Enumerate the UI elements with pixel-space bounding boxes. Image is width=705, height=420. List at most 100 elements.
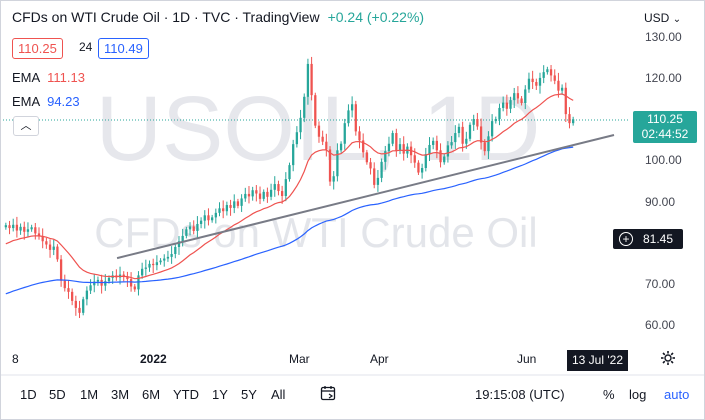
candle-body xyxy=(96,279,100,282)
candle-body xyxy=(524,89,527,104)
candle-body xyxy=(350,104,354,111)
candle-body xyxy=(520,98,523,104)
candle-body xyxy=(516,93,520,99)
candle-body xyxy=(288,165,291,180)
log-scale-button[interactable]: log xyxy=(629,387,647,402)
candle-body xyxy=(207,215,210,221)
candle-body xyxy=(494,119,497,122)
settings-gear-icon[interactable] xyxy=(660,350,676,371)
candle-body xyxy=(332,176,335,182)
chevron-up-icon: ︿ xyxy=(20,120,32,132)
last-price-value: 110.25 xyxy=(647,112,683,126)
trendline[interactable] xyxy=(116,134,615,260)
ema-slow-label: EMA xyxy=(12,94,40,109)
x-tick-label: Apr xyxy=(370,352,389,366)
candle-body xyxy=(314,95,317,126)
candle-body xyxy=(553,75,556,81)
currency-label: USD xyxy=(644,11,670,25)
candle-body xyxy=(37,233,41,237)
candle-body xyxy=(343,123,346,144)
candle-body xyxy=(181,235,184,242)
candle-body xyxy=(262,191,265,199)
range-3m-button[interactable]: 3M xyxy=(111,387,130,402)
auto-scale-button[interactable]: auto xyxy=(664,387,690,402)
ema-slow-legend[interactable]: EMA 94.23 xyxy=(12,94,80,109)
candle-body xyxy=(387,143,391,152)
level-label: + 81.45 xyxy=(613,229,683,249)
candle-body xyxy=(8,225,11,229)
range-all-button[interactable]: All xyxy=(271,387,286,402)
candle-body xyxy=(454,133,457,143)
candle-body xyxy=(299,117,302,133)
candle-body xyxy=(369,162,372,169)
candle-body xyxy=(564,87,567,115)
sell-price-box[interactable]: 110.25 xyxy=(12,38,63,59)
y-tick-label: 60.00 xyxy=(645,318,676,332)
y-tick-label: 120.00 xyxy=(645,71,682,86)
candle-body xyxy=(292,144,295,166)
candle-body xyxy=(479,126,483,143)
y-tick-label: 100.00 xyxy=(645,153,682,168)
candle-body xyxy=(284,179,287,196)
candle-body xyxy=(34,227,37,234)
candle-body xyxy=(317,125,321,137)
range-5y-button[interactable]: 5Y xyxy=(241,387,257,402)
collapse-legend-button[interactable]: ︿ xyxy=(13,116,39,136)
candle-body xyxy=(41,236,44,242)
candle-body xyxy=(472,119,475,125)
range-1d-button[interactable]: 1D xyxy=(20,387,37,402)
percent-scale-button[interactable]: % xyxy=(603,387,615,402)
candle-body xyxy=(373,168,376,185)
candle-body xyxy=(273,184,276,190)
symbol-title[interactable]: CFDs on WTI Crude Oil · 1D · TVC · Tradi… xyxy=(12,9,320,25)
level-value: 81.45 xyxy=(643,232,674,246)
candle-body xyxy=(71,291,74,301)
ema-fast-legend[interactable]: EMA 111.13 xyxy=(12,70,85,85)
chevron-down-icon: ⌄ xyxy=(672,14,682,25)
candle-body xyxy=(509,100,512,109)
buy-price-box[interactable]: 110.49 xyxy=(98,38,149,59)
ema-fast-line[interactable] xyxy=(5,93,574,280)
candle-body xyxy=(306,63,310,97)
candle-body xyxy=(23,226,26,232)
candle-body xyxy=(236,201,240,206)
range-1m-button[interactable]: 1M xyxy=(80,387,99,402)
candle-body xyxy=(26,229,30,232)
candle-body xyxy=(339,143,343,151)
candle-body xyxy=(432,140,435,145)
range-ytd-button[interactable]: YTD xyxy=(173,387,199,402)
candle-body xyxy=(163,258,166,261)
bar-countdown: 02:44:52 xyxy=(641,127,689,141)
candle-body xyxy=(439,150,442,163)
ema-fast-label: EMA xyxy=(12,70,40,85)
candle-body xyxy=(185,229,188,236)
candle-body xyxy=(487,136,490,152)
candle-body xyxy=(174,247,177,254)
candle-body xyxy=(557,80,560,91)
candle-body xyxy=(572,119,575,124)
candle-body xyxy=(107,277,111,282)
calendar-goto-date-icon[interactable] xyxy=(320,385,336,406)
plus-icon[interactable]: + xyxy=(619,232,633,246)
price-change: +0.24 (+0.22%) xyxy=(327,9,425,25)
y-tick-label: 90.00 xyxy=(645,194,676,209)
candle-body xyxy=(336,150,339,177)
candle-body xyxy=(328,149,332,182)
candle-body xyxy=(325,141,328,150)
clock-time[interactable]: 19:15:08 (UTC) xyxy=(475,387,565,402)
range-1y-button[interactable]: 1Y xyxy=(212,387,228,402)
candle-body xyxy=(45,241,48,245)
candle-body xyxy=(30,227,33,230)
candle-body xyxy=(443,156,446,163)
candle-body xyxy=(295,132,299,145)
range-5d-button[interactable]: 5D xyxy=(49,387,66,402)
candle-body xyxy=(225,205,229,212)
currency-selector[interactable]: USD ⌄ xyxy=(644,11,681,25)
candle-body xyxy=(196,223,199,231)
y-tick-label: 130.00 xyxy=(645,30,682,44)
candle-body xyxy=(457,126,461,134)
candle-body xyxy=(85,290,89,300)
ema-slow-line[interactable] xyxy=(5,146,574,295)
range-6m-button[interactable]: 6M xyxy=(142,387,161,402)
